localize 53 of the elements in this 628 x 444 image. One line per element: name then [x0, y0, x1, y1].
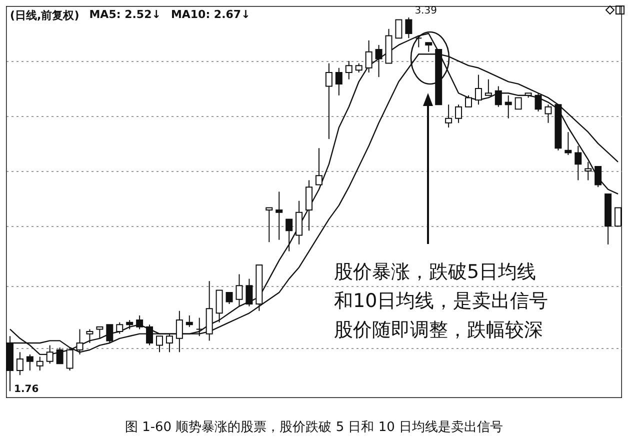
candlestick	[594, 166, 602, 188]
candlestick	[544, 104, 552, 124]
caption: 图 1-60 顺势暴涨的股票，股价跌破 5 日和 10 日均线是卖出信号	[124, 419, 504, 436]
annotation: 股价暴涨，跌破5日均线	[334, 260, 538, 285]
candlestick	[465, 94, 472, 108]
candlestick	[355, 62, 362, 73]
candlestick	[375, 44, 382, 78]
candlestick	[574, 145, 582, 181]
annotation: MA5: 2.52↓	[89, 8, 161, 23]
candlestick	[474, 74, 482, 106]
candlestick	[534, 92, 542, 112]
chart-title: (日线,前复权)	[10, 8, 80, 23]
candlestick	[286, 218, 293, 252]
candlestick	[514, 97, 522, 110]
candlestick	[166, 333, 173, 353]
candlestick	[176, 310, 183, 353]
candlestick	[365, 40, 372, 73]
candlestick	[315, 148, 322, 186]
candlestick	[246, 278, 253, 307]
candlestick	[564, 132, 572, 156]
candlestick	[126, 320, 134, 330]
candlestick	[96, 326, 104, 339]
candlestick	[266, 207, 273, 243]
candlestick	[484, 78, 492, 96]
candlestick	[504, 94, 512, 119]
candlestick	[445, 104, 452, 128]
candlestick	[584, 161, 592, 181]
candlestick	[395, 19, 402, 39]
candlestick	[325, 62, 332, 140]
candlestick	[116, 322, 124, 334]
candlestick	[226, 292, 233, 305]
candlestick	[494, 86, 502, 108]
candlestick	[345, 60, 352, 80]
annotation: 和10日均线，是卖出信号	[334, 289, 548, 314]
candlestick	[136, 314, 144, 330]
candlestick	[296, 200, 303, 245]
annotation: 股价随即调整，跌幅较深	[334, 318, 544, 343]
candlestick	[16, 352, 24, 376]
candlestick	[146, 324, 154, 346]
candlestick	[216, 290, 223, 323]
candlestick	[86, 328, 94, 344]
annotation: 1.76	[14, 384, 39, 396]
candlestick	[196, 317, 203, 337]
candlestick	[455, 104, 462, 124]
candlestick	[415, 35, 422, 48]
annotation: MA10: 2.67↓	[170, 8, 250, 23]
candlestick	[306, 180, 313, 232]
candlestick	[106, 324, 114, 344]
candlestick	[26, 354, 34, 371]
candlestick	[276, 191, 283, 240]
candlestick	[335, 67, 342, 96]
candlestick	[236, 274, 243, 307]
candlestick	[186, 314, 193, 328]
